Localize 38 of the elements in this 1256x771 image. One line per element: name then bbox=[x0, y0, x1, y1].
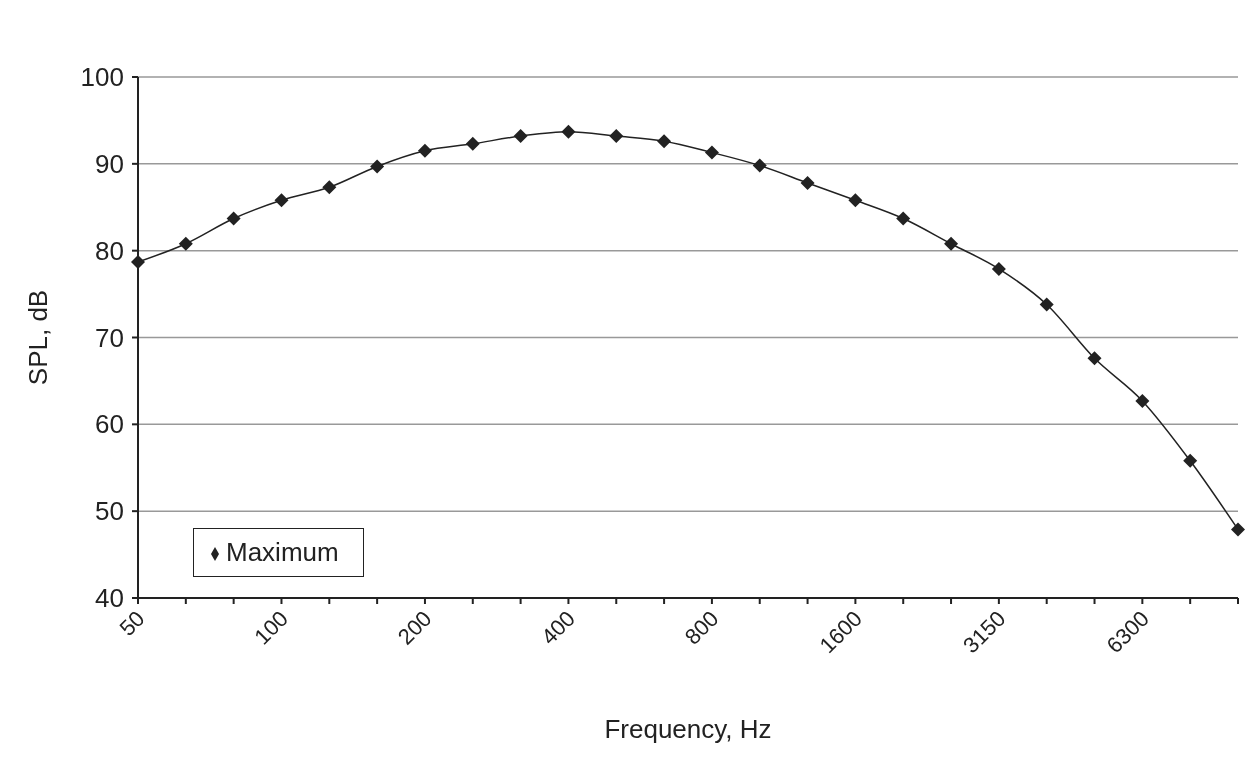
point bbox=[609, 129, 624, 144]
y-tick-label: 50 bbox=[95, 496, 124, 527]
point bbox=[944, 236, 959, 251]
y-tick-label: 80 bbox=[95, 235, 124, 266]
point bbox=[704, 145, 719, 160]
point bbox=[1039, 297, 1054, 312]
y-tick-label: 40 bbox=[95, 583, 124, 613]
point bbox=[178, 236, 193, 251]
y-tick-label: 60 bbox=[95, 409, 124, 440]
x-tick-label: 800 bbox=[679, 605, 724, 650]
point bbox=[417, 143, 432, 158]
legend-label: Maximum bbox=[226, 537, 339, 567]
point bbox=[1231, 522, 1245, 537]
point bbox=[370, 159, 385, 174]
point bbox=[226, 211, 241, 226]
point bbox=[752, 158, 767, 173]
x-tick-label: 400 bbox=[536, 605, 580, 650]
point bbox=[465, 136, 480, 151]
point bbox=[131, 254, 145, 269]
point bbox=[848, 193, 863, 208]
x-tick-label: 100 bbox=[249, 605, 294, 650]
point bbox=[322, 180, 337, 195]
point bbox=[657, 134, 672, 149]
y-axis-title: SPL, dB bbox=[23, 289, 54, 386]
point bbox=[561, 124, 576, 139]
x-tick-label: 200 bbox=[392, 605, 437, 650]
point bbox=[1183, 453, 1198, 468]
y-tick-label: 70 bbox=[95, 322, 124, 353]
y-tick-label: 90 bbox=[95, 148, 124, 179]
point bbox=[274, 193, 289, 208]
point bbox=[1135, 393, 1150, 408]
point bbox=[991, 261, 1006, 276]
point bbox=[800, 175, 815, 190]
point bbox=[896, 211, 911, 226]
point bbox=[513, 129, 528, 144]
x-axis-title: Frequency, Hz bbox=[604, 714, 772, 744]
point bbox=[1087, 351, 1102, 366]
y-tick-label: 100 bbox=[80, 62, 124, 92]
